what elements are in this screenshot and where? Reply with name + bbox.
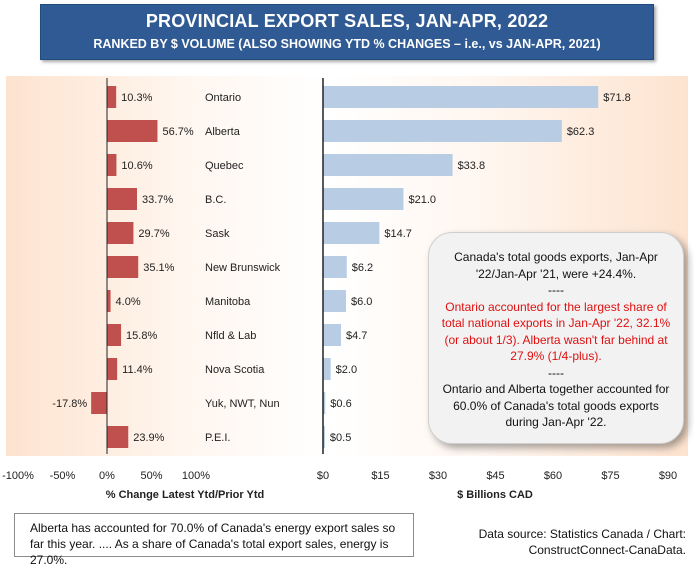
value-bar-alberta xyxy=(323,120,562,142)
callout-ontario-share: Ontario accounted for the largest share … xyxy=(441,299,671,364)
pct-tick-3: 50% xyxy=(140,470,162,482)
energy-footnote-text: Alberta has accounted for 70.0% of Canad… xyxy=(30,521,396,567)
value-bar-p-e-i xyxy=(323,426,325,448)
pct-label-alberta: 56.7% xyxy=(162,126,193,138)
pct-bar-new-brunswick xyxy=(107,256,139,278)
value-label-b-c: $21.0 xyxy=(409,194,437,206)
value-bar-b-c xyxy=(323,188,404,210)
pct-label-sask: 29.7% xyxy=(138,228,169,240)
value-label-alberta: $62.3 xyxy=(567,126,595,138)
value-bar-nfld-lab xyxy=(323,324,342,346)
pct-tick-4: 100% xyxy=(182,470,210,482)
value-label-ontario: $71.8 xyxy=(603,92,631,104)
value-bar-quebec xyxy=(323,154,453,176)
value-bar-sask xyxy=(323,222,380,244)
pct-bar-alberta xyxy=(107,120,158,142)
value-bar-ontario xyxy=(323,86,599,108)
value-tick-3: $45 xyxy=(486,470,504,482)
value-axis-title: $ Billions CAD xyxy=(457,489,533,501)
value-bar-manitoba xyxy=(323,290,346,312)
summary-callout: Canada's total goods exports, Jan-Apr '2… xyxy=(428,232,684,444)
value-label-new-brunswick: $6.2 xyxy=(352,262,373,274)
pct-label-ontario: 10.3% xyxy=(121,92,152,104)
category-label-manitoba: Manitoba xyxy=(205,296,251,308)
value-label-yuk-nwt-nun: $0.6 xyxy=(330,398,351,410)
callout-separator-2: ---- xyxy=(548,365,564,380)
value-label-p-e-i: $0.5 xyxy=(330,432,351,444)
category-label-sask: Sask xyxy=(205,228,230,240)
value-bar-new-brunswick xyxy=(323,256,347,278)
pct-label-nfld-lab: 15.8% xyxy=(126,330,157,342)
pct-tick-0: -100% xyxy=(2,470,34,482)
value-label-nfld-lab: $4.7 xyxy=(346,330,367,342)
pct-bar-nova-scotia xyxy=(107,358,118,380)
data-source: Data source: Statistics Canada / Chart: … xyxy=(478,527,686,557)
value-label-manitoba: $6.0 xyxy=(351,296,372,308)
category-label-alberta: Alberta xyxy=(205,126,241,138)
value-label-nova-scotia: $2.0 xyxy=(336,364,357,376)
category-label-b-c: B.C. xyxy=(205,194,226,206)
value-bar-nova-scotia xyxy=(323,358,331,380)
value-tick-6: $90 xyxy=(659,470,677,482)
chart-subtitle: RANKED BY $ VOLUME (ALSO SHOWING YTD % C… xyxy=(93,37,601,51)
value-tick-5: $75 xyxy=(601,470,619,482)
callout-total-exports: Canada's total goods exports, Jan-Apr '2… xyxy=(454,250,658,281)
title-banner: PROVINCIAL EXPORT SALES, JAN-APR, 2022 R… xyxy=(40,4,654,60)
pct-bar-manitoba xyxy=(107,290,111,312)
category-label-yuk-nwt-nun: Yuk, NWT, Nun xyxy=(205,398,280,410)
left-panel-background xyxy=(6,76,328,456)
pct-bar-b-c xyxy=(107,188,137,210)
pct-label-b-c: 33.7% xyxy=(142,194,173,206)
category-label-quebec: Quebec xyxy=(205,160,244,172)
pct-label-yuk-nwt-nun: -17.8% xyxy=(52,398,87,410)
value-bar-yuk-nwt-nun xyxy=(323,392,326,414)
value-tick-0: $0 xyxy=(317,470,329,482)
energy-footnote: Alberta has accounted for 70.0% of Canad… xyxy=(14,513,414,567)
value-label-quebec: $33.8 xyxy=(458,160,486,172)
callout-separator-1: ---- xyxy=(548,283,564,297)
pct-tick-1: -50% xyxy=(50,470,76,482)
callout-combined-share: Ontario and Alberta together accounted f… xyxy=(442,382,670,429)
category-label-new-brunswick: New Brunswick xyxy=(205,262,281,274)
pct-bar-p-e-i xyxy=(107,426,129,448)
pct-bar-quebec xyxy=(107,154,117,176)
chart-title: PROVINCIAL EXPORT SALES, JAN-APR, 2022 xyxy=(145,11,549,31)
pct-label-nova-scotia: 11.4% xyxy=(122,364,153,376)
pct-label-new-brunswick: 35.1% xyxy=(143,262,174,274)
value-tick-4: $60 xyxy=(544,470,562,482)
category-label-p-e-i: P.E.I. xyxy=(205,432,230,444)
value-tick-2: $30 xyxy=(429,470,447,482)
value-tick-1: $15 xyxy=(371,470,389,482)
pct-bar-yuk-nwt-nun xyxy=(91,392,107,414)
pct-bar-ontario xyxy=(107,86,117,108)
category-label-ontario: Ontario xyxy=(205,92,241,104)
pct-tick-2: 0% xyxy=(99,470,115,482)
value-label-sask: $14.7 xyxy=(384,228,412,240)
pct-label-manitoba: 4.0% xyxy=(116,296,141,308)
category-label-nova-scotia: Nova Scotia xyxy=(205,364,265,376)
pct-bar-nfld-lab xyxy=(107,324,122,346)
pct-label-p-e-i: 23.9% xyxy=(133,432,164,444)
pct-axis-title: % Change Latest Ytd/Prior Ytd xyxy=(106,489,265,501)
pct-label-quebec: 10.6% xyxy=(121,160,152,172)
pct-bar-sask xyxy=(107,222,134,244)
category-label-nfld-lab: Nfld & Lab xyxy=(205,330,256,342)
